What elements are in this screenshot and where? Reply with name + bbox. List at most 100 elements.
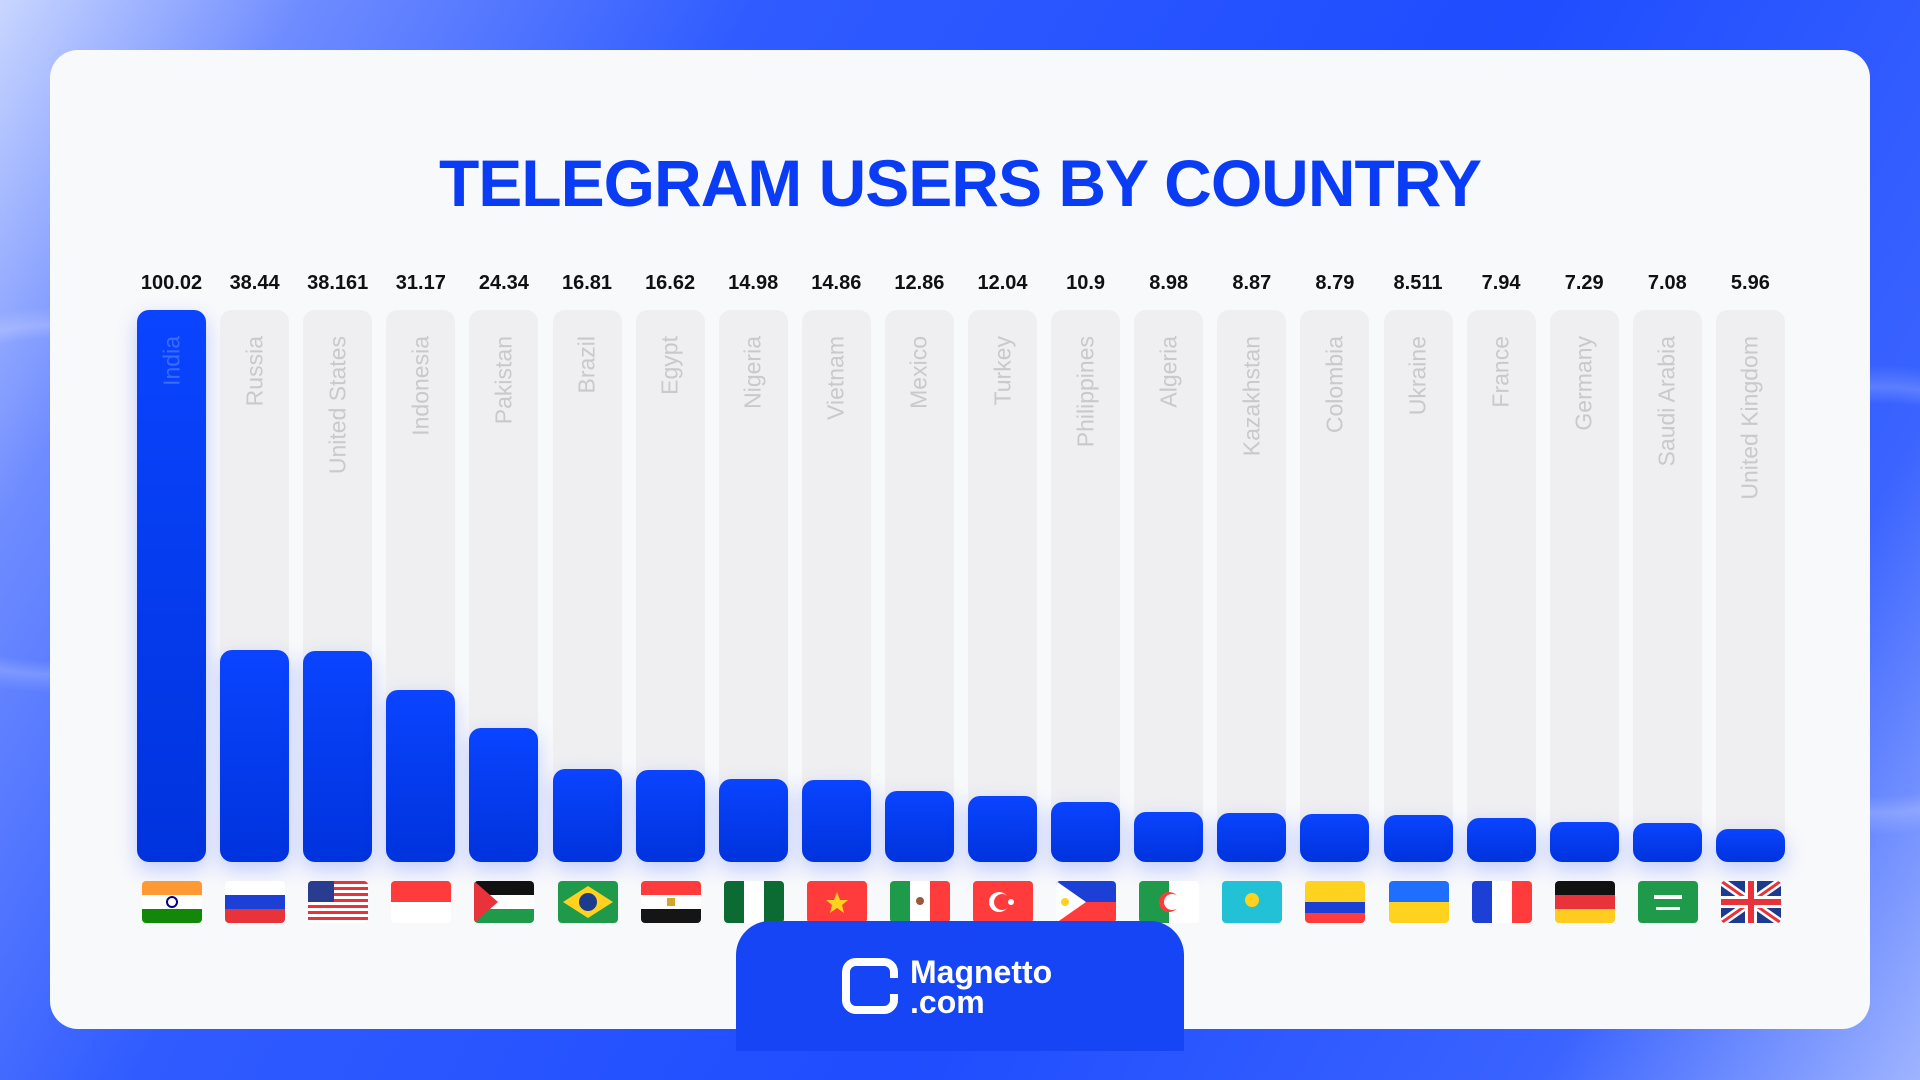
- value-label: 12.04: [977, 272, 1028, 294]
- flag-ukraine-icon: [1388, 881, 1449, 923]
- bar-track: Pakistan: [469, 310, 539, 862]
- bar-turkey: [968, 795, 1037, 862]
- value-label: 8.79: [1315, 272, 1355, 294]
- bar-track: France: [1466, 310, 1536, 862]
- value-label: 10.9: [1066, 272, 1106, 294]
- flag-nigeria-icon: [723, 881, 784, 923]
- bar-india: [137, 310, 206, 862]
- bar-track: Indonesia: [386, 310, 456, 862]
- flag-pakistan-icon: [474, 881, 535, 923]
- category-label: Colombia: [1321, 336, 1348, 434]
- bar-vietnam: [801, 780, 871, 862]
- bar-mexico: [884, 791, 954, 862]
- value-label: 16.62: [645, 272, 696, 294]
- flag-philippines-icon: [1056, 881, 1117, 923]
- category-label: Germany: [1570, 336, 1597, 431]
- flag-united-states-icon: [308, 881, 369, 923]
- value-label: 7.94: [1481, 272, 1521, 294]
- flag-indonesia-icon: [391, 881, 452, 923]
- category-label: Indonesia: [407, 336, 434, 436]
- category-label: Saudi Arabia: [1653, 336, 1680, 467]
- category-label: Kazakhstan: [1238, 336, 1265, 457]
- flag-egypt-icon: [640, 881, 701, 923]
- value-label: 7.29: [1564, 272, 1604, 294]
- value-label: 14.86: [811, 272, 862, 294]
- flag-india-icon: [142, 881, 202, 923]
- flag-germany-icon: [1554, 881, 1615, 923]
- category-label: Egypt: [656, 336, 683, 395]
- category-label: Russia: [241, 336, 268, 407]
- bar-nigeria: [718, 779, 788, 862]
- category-label: Algeria: [1155, 336, 1182, 408]
- value-label: 16.81: [561, 272, 613, 294]
- flag-brazil-icon: [557, 881, 618, 923]
- bar-track: United States: [303, 310, 373, 862]
- bar-philippines: [1051, 801, 1121, 862]
- bar-track: Russia: [220, 310, 290, 862]
- value-label: 12.86: [894, 272, 945, 294]
- bar-indonesia: [386, 689, 456, 862]
- bar-track: Vietnam: [801, 310, 871, 862]
- brand-line1: Magnetto: [910, 954, 1053, 990]
- bar-track: Turkey: [968, 310, 1037, 862]
- value-label: 7.08: [1647, 272, 1687, 294]
- flag-france-icon: [1471, 881, 1532, 923]
- value-label: 24.34: [478, 272, 529, 294]
- bar-track: Colombia: [1300, 310, 1370, 862]
- bar-track: Nigeria: [718, 310, 788, 862]
- value-label: 8.98: [1149, 272, 1189, 294]
- category-label: Turkey: [989, 336, 1015, 406]
- bar-track: Mexico: [884, 310, 954, 862]
- bar-track: Brazil: [552, 310, 622, 862]
- bar-track: Algeria: [1134, 310, 1204, 862]
- flag-kazakhstan-icon: [1222, 881, 1283, 923]
- bar-algeria: [1134, 812, 1204, 862]
- bar-track: Saudi Arabia: [1632, 310, 1702, 862]
- bar-germany: [1549, 821, 1619, 862]
- bar-colombia: [1300, 813, 1370, 862]
- bar-brazil: [552, 769, 622, 862]
- brand-tab: Magnetto .com: [736, 921, 1184, 1051]
- bar-kazakhstan: [1217, 813, 1287, 862]
- category-label: India: [158, 336, 184, 386]
- bar-saudi-arabia: [1632, 822, 1702, 862]
- category-label: Brazil: [573, 336, 600, 394]
- value-label: 38.161: [307, 272, 369, 294]
- flag-saudi-arabia-icon: [1637, 881, 1698, 923]
- bar-pakistan: [469, 727, 539, 862]
- value-label: 8.87: [1232, 272, 1272, 294]
- bar-track: Philippines: [1051, 310, 1121, 862]
- bar-track: United Kingdom: [1715, 310, 1785, 862]
- magnetto-logo-icon: [842, 958, 898, 1014]
- bar-track: Germany: [1549, 310, 1619, 862]
- brand-line2: .com: [910, 984, 985, 1020]
- category-label: France: [1487, 336, 1514, 408]
- bar-ukraine: [1383, 815, 1453, 862]
- category-label: Ukraine: [1404, 336, 1431, 416]
- chart-card: TELEGRAM USERS BY COUNTRY 100.02 India 38.…: [50, 50, 1870, 1029]
- flag-turkey-icon: [973, 881, 1033, 923]
- flag-russia-icon: [225, 881, 286, 923]
- bar-russia: [220, 649, 290, 862]
- value-label: 38.44: [229, 272, 280, 294]
- category-label: Nigeria: [739, 336, 766, 409]
- bar-france: [1466, 818, 1536, 862]
- value-label: 8.511: [1393, 272, 1443, 294]
- value-label: 100.02: [140, 272, 203, 294]
- flag-vietnam-icon: [806, 881, 867, 923]
- value-label: 5.96: [1730, 272, 1770, 294]
- value-label: 14.98: [728, 272, 779, 294]
- bar-track: Ukraine: [1383, 310, 1453, 862]
- bar-united-kingdom: [1715, 829, 1785, 862]
- flag-colombia-icon: [1305, 881, 1366, 923]
- bar-track: Egypt: [635, 310, 705, 862]
- chart-title: TELEGRAM USERS BY COUNTRY: [438, 146, 1482, 220]
- flag-algeria-icon: [1139, 881, 1200, 923]
- category-label: Philippines: [1072, 336, 1099, 448]
- bar-track: Kazakhstan: [1217, 310, 1287, 862]
- bar-united-states: [303, 651, 373, 862]
- category-label: Vietnam: [822, 336, 849, 420]
- category-label: United Kingdom: [1736, 336, 1763, 500]
- category-label: Mexico: [905, 336, 932, 409]
- flag-united-kingdom-icon: [1720, 881, 1781, 923]
